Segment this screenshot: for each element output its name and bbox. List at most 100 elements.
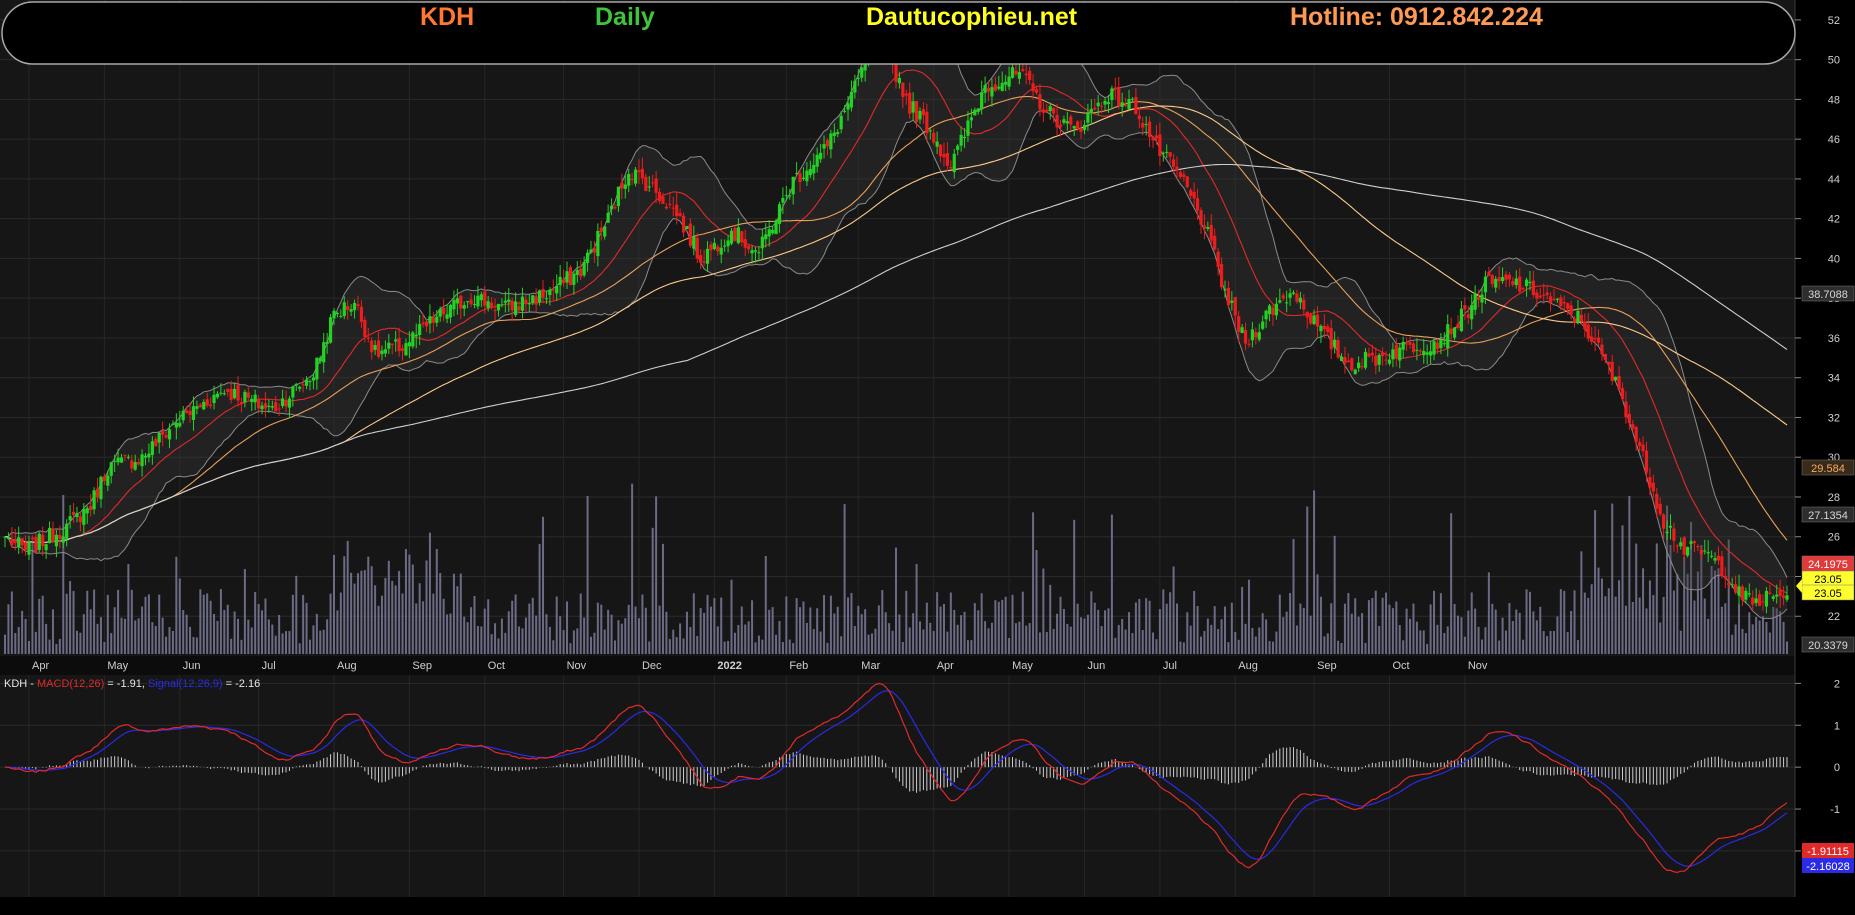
candle-body [1096,102,1100,107]
candle-body [335,313,340,315]
volume-bar [1738,604,1741,654]
volume-bar [771,607,774,654]
macd-value-box [1802,858,1854,873]
candle-body [1124,104,1128,106]
volume-bar [243,569,246,654]
candle-body [1161,152,1165,154]
volume-bar [1443,632,1446,654]
candle-body [1154,135,1159,139]
volume-bar [682,638,685,654]
candle-body [1641,444,1645,452]
candle-body [1778,590,1782,597]
volume-bar [895,547,897,654]
volume-bar [1508,603,1511,654]
candle-body [1744,590,1748,600]
candle-body [1202,225,1207,229]
volume-bar [1409,618,1412,654]
volume-bar [1498,640,1501,654]
volume-bar [1340,642,1343,654]
candle-body [555,286,559,294]
volume-bar [130,589,133,654]
volume-bar [1069,626,1072,654]
volume-bar [785,596,788,654]
candle-body [839,115,843,130]
candle-body [1038,94,1042,110]
candle-body [167,429,172,440]
volume-bar [881,590,884,654]
candle-body [1322,325,1326,330]
candle-body [1476,296,1481,300]
candle-body [736,227,740,244]
volume-bar [202,594,205,654]
candle-body [1682,537,1686,555]
volume-bar [1004,596,1007,654]
candle-body [997,86,1001,89]
candle-body [130,460,134,469]
volume-bar [1758,620,1761,654]
candle-body [215,393,220,398]
price-label: 38.7088 [1808,289,1848,301]
volume-bar [137,618,140,654]
volume-bar [1251,628,1254,654]
volume-bar [586,495,589,654]
candle-body [510,300,514,311]
volume-bar [607,609,610,654]
volume-bar [240,639,243,654]
candle-body [3,536,7,538]
volume-bar [596,602,599,654]
volume-bar [1731,634,1734,654]
volume-bar [65,593,68,654]
candle-body [6,537,11,539]
candle-body [949,167,953,169]
volume-bar [1676,573,1679,654]
volume-bar [1309,615,1312,654]
volume-bar [1481,639,1484,654]
volume-bar [809,607,812,654]
volume-bar [1062,608,1065,654]
candle-body [1130,98,1135,100]
candle-body [853,80,857,93]
candle-body [1429,351,1433,356]
volume-bar [891,630,894,654]
candle-body [620,182,624,189]
candle-body [1439,339,1443,349]
volume-bar [555,596,558,654]
y-tick-label: 32 [1828,412,1840,424]
current-price-pointer [1796,579,1802,593]
candle-body [1521,288,1525,290]
candle-body [1747,593,1751,595]
candle-body [565,271,569,283]
x-tick-label: Sep [1317,660,1337,672]
candle-body [980,92,984,110]
volume-bar [216,620,219,654]
volume-bar [470,607,473,654]
price-panel [0,0,1795,656]
volume-bar [51,609,54,654]
volume-bar [651,527,654,654]
candle-body [1144,124,1148,126]
volume-bar [168,627,171,654]
volume-bar [14,633,17,654]
volume-bar [41,595,44,654]
candle-body [747,245,751,250]
volume-bar [747,621,750,654]
volume-bar [535,615,538,654]
candle-body [757,252,761,254]
volume-bar [1628,495,1631,654]
candle-body [1470,305,1474,320]
y-tick-label: 50 [1828,55,1840,67]
y-tick-label: 34 [1828,373,1840,385]
volume-bar [1546,636,1549,654]
candle-body [397,338,401,352]
volume-bar [490,634,493,654]
candle-body [609,205,614,210]
candle-body [1093,107,1097,110]
candle-body [311,377,316,381]
volume-bar [288,631,291,654]
candle-body [856,78,860,80]
volume-bar [75,630,78,654]
candle-body [1720,556,1724,577]
candle-body [1689,541,1693,544]
candle-body [723,245,727,247]
candle-body [13,540,17,543]
